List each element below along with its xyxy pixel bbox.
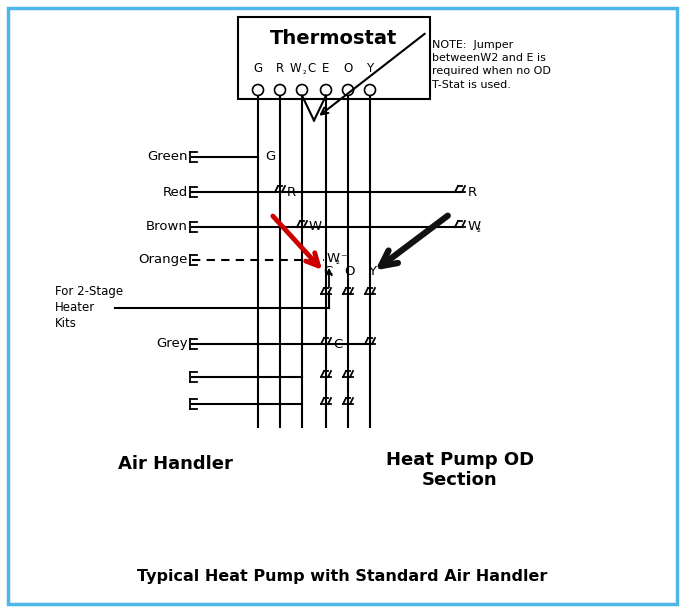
Text: Y: Y xyxy=(366,62,373,75)
Circle shape xyxy=(364,84,375,95)
Text: ⁻: ⁻ xyxy=(340,253,347,266)
Text: Red: Red xyxy=(163,185,188,198)
Text: W: W xyxy=(468,220,481,234)
Text: Orange: Orange xyxy=(138,253,188,266)
Text: W: W xyxy=(309,220,322,234)
Text: G: G xyxy=(253,62,262,75)
Text: Thermostat: Thermostat xyxy=(271,29,398,48)
Text: Brown: Brown xyxy=(146,220,188,234)
Text: ₂: ₂ xyxy=(477,224,481,234)
Text: Typical Heat Pump with Standard Air Handler: Typical Heat Pump with Standard Air Hand… xyxy=(137,570,547,584)
Text: C: C xyxy=(307,62,315,75)
Circle shape xyxy=(275,84,286,95)
Text: R: R xyxy=(287,185,296,198)
Text: E: E xyxy=(323,62,329,75)
Circle shape xyxy=(342,84,353,95)
Text: W: W xyxy=(327,253,340,266)
Bar xyxy=(238,17,430,99)
Text: Green: Green xyxy=(147,151,188,163)
Text: NOTE:  Jumper
betweenW2 and E is
required when no OD
T-Stat is used.: NOTE: Jumper betweenW2 and E is required… xyxy=(432,40,551,89)
Text: O: O xyxy=(345,265,356,278)
Text: W: W xyxy=(289,62,301,75)
Text: Air Handler: Air Handler xyxy=(118,455,232,473)
Text: ₂: ₂ xyxy=(303,67,306,76)
Text: R: R xyxy=(276,62,284,75)
Circle shape xyxy=(297,84,308,95)
Circle shape xyxy=(321,84,332,95)
Text: ₂: ₂ xyxy=(336,256,340,266)
Text: R: R xyxy=(468,185,477,198)
Text: C: C xyxy=(323,265,333,278)
Text: Heat Pump OD
Section: Heat Pump OD Section xyxy=(386,450,534,490)
Text: O: O xyxy=(343,62,353,75)
Text: For 2-Stage
Heater
Kits: For 2-Stage Heater Kits xyxy=(55,285,123,330)
Circle shape xyxy=(253,84,264,95)
Text: G: G xyxy=(265,151,275,163)
Text: Grey: Grey xyxy=(156,337,188,351)
Text: C: C xyxy=(333,337,342,351)
Text: Y: Y xyxy=(368,265,376,278)
